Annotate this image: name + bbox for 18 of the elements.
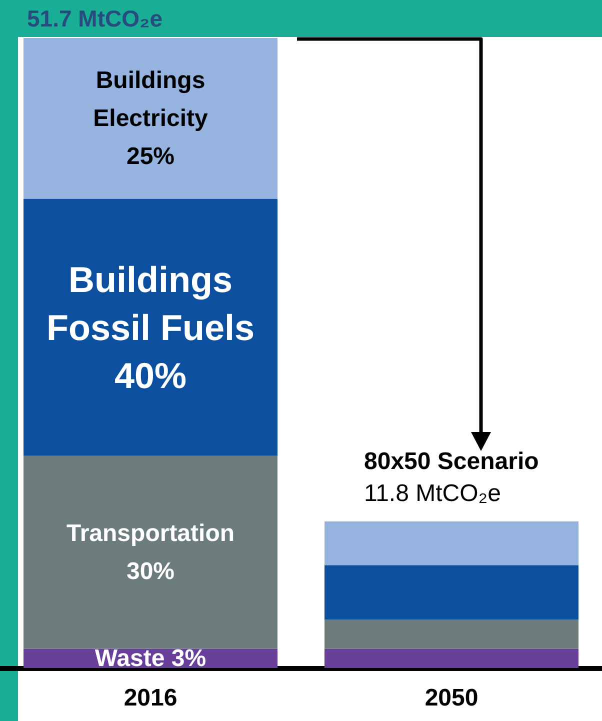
bar: [324, 565, 578, 620]
x-tick-label: 2016: [124, 684, 178, 712]
series-label: Buildings Electricity: [93, 66, 209, 132]
series-label: Transportation: [66, 520, 235, 547]
bar: [324, 620, 578, 649]
chart-title: 51.7 MtCO₂e: [27, 6, 162, 32]
annotation: 11.8 MtCO₂e: [364, 480, 501, 507]
data-label: 40%: [114, 354, 187, 396]
x-tick-label: 2050: [424, 684, 478, 712]
series-label: Buildings Fossil Fuels: [46, 258, 255, 348]
bar: [24, 198, 278, 456]
data-label: 25%: [126, 142, 175, 170]
data-label: 30%: [126, 558, 175, 585]
bar: [24, 38, 278, 199]
text: Waste 3%: [94, 644, 206, 672]
bar: [24, 456, 278, 649]
annotation: 80x50 Scenario: [364, 448, 539, 475]
bar: [324, 521, 578, 566]
